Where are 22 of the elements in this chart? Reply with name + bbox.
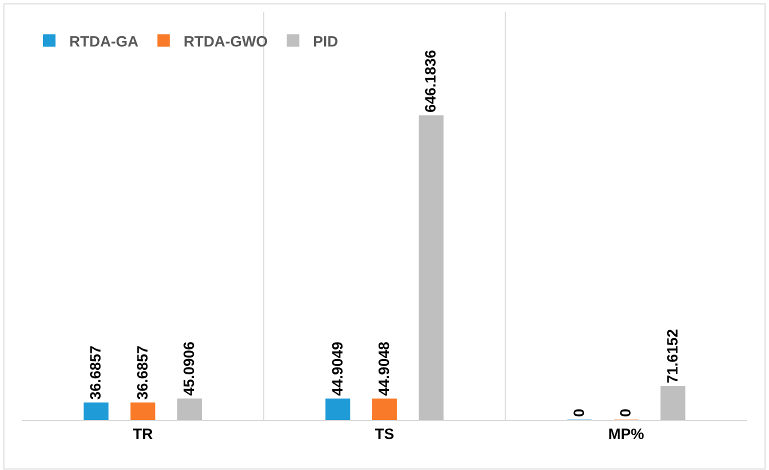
bar (418, 115, 444, 420)
bar (84, 402, 109, 420)
data-label: 36.6857 (88, 345, 105, 400)
bar (372, 398, 397, 420)
x-tick-label: MP% (608, 426, 644, 443)
bar (130, 402, 156, 420)
data-label: 45.0906 (181, 342, 198, 396)
legend-label: RTDA-GA (69, 33, 139, 50)
legend-label: RTDA-GWO (184, 33, 268, 50)
data-label: 44.9048 (376, 342, 393, 396)
bar (177, 398, 202, 420)
x-tick-label: TS (374, 426, 394, 443)
bar (325, 398, 350, 420)
data-label: 0 (570, 408, 588, 417)
bar (660, 386, 686, 420)
legend-label: PID (313, 33, 338, 50)
data-label: 646.1836 (422, 50, 440, 113)
x-tick-label: TR (132, 426, 153, 443)
data-label: 44.9049 (329, 342, 346, 396)
data-label: 36.6857 (134, 345, 152, 400)
data-label: 71.6152 (664, 329, 682, 384)
data-label: 0 (618, 408, 635, 417)
